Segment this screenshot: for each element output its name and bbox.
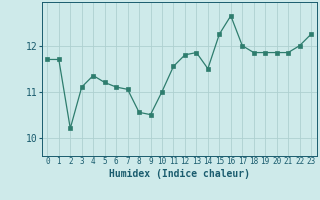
- X-axis label: Humidex (Indice chaleur): Humidex (Indice chaleur): [109, 169, 250, 179]
